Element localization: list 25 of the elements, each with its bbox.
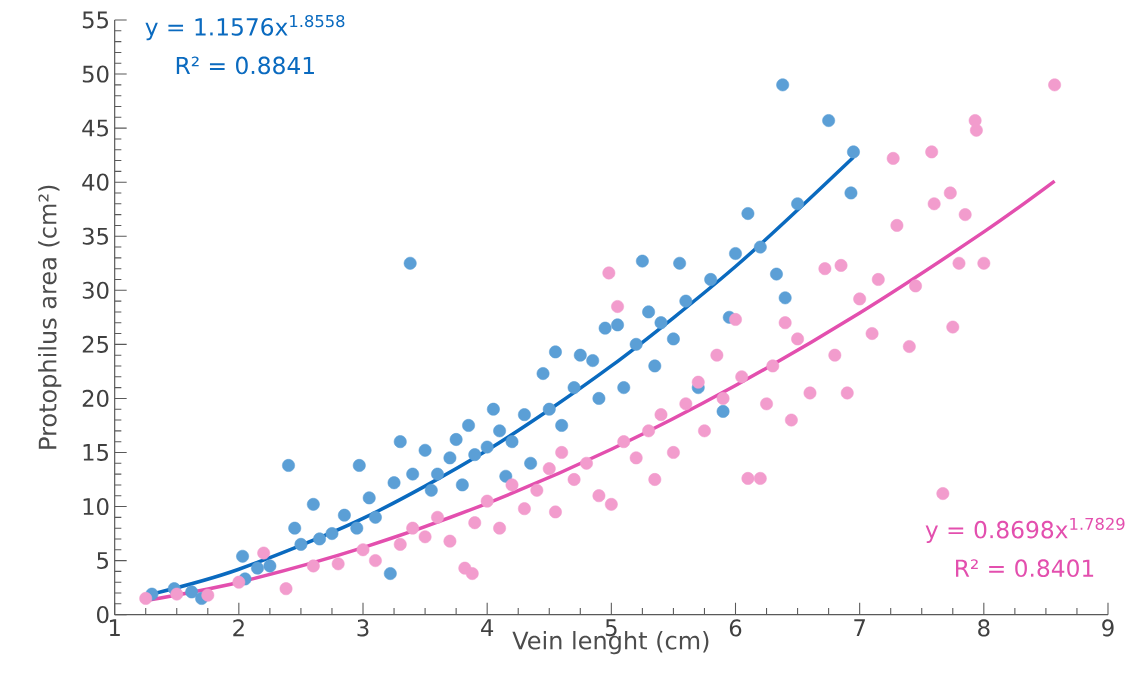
y-tick-label: 30 — [82, 281, 109, 299]
x-tick-label: 3 — [357, 619, 369, 637]
y-tick-label: 5 — [97, 552, 108, 570]
y-tick-label: 50 — [82, 65, 109, 83]
y-tick-label: 0 — [97, 606, 109, 624]
y-tick-label: 25 — [82, 335, 108, 353]
x-tick-label: 7 — [854, 619, 865, 636]
y-tick-label: 10 — [83, 497, 109, 516]
y-tick-label: 35 — [82, 227, 108, 245]
y-tick-label: 45 — [82, 119, 108, 137]
annotation: y = 0.8698x$^{1.7829}$ — [925, 517, 1125, 543]
x-tick-label: 4 — [481, 619, 494, 636]
y-tick-label: 15 — [83, 444, 108, 461]
y-tick-label: 40 — [82, 173, 109, 191]
annotation: R² = 0.8841 — [176, 56, 314, 75]
x-tick-label: 6 — [729, 619, 742, 637]
x-tick-label: 9 — [1102, 619, 1114, 637]
y-tick-label: 55 — [82, 11, 108, 29]
y-tick-label: 20 — [82, 389, 109, 407]
x-tick-label: 8 — [978, 619, 990, 637]
annotation: y = 1.1576x$^{1.8558}$ — [145, 14, 345, 41]
y-axis-title: Protophilus area (cm²) — [38, 185, 62, 449]
x-tick-label: 1 — [109, 619, 120, 636]
annotation: R² = 0.8401 — [956, 559, 1094, 577]
x-tick-label: 2 — [233, 619, 244, 637]
